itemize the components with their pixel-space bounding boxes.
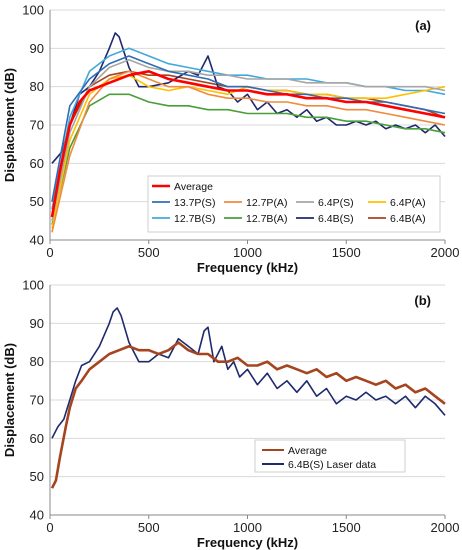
x-axis-label: Frequency (kHz) [197,535,298,550]
y-tick-label: 80 [30,79,44,94]
y-tick-label: 50 [30,194,44,209]
legend-label: 6.4B(S) [318,213,354,225]
legend-label: Average [174,181,213,193]
x-tick-label: 0 [46,520,53,535]
legend-label: 6.4P(S) [318,197,354,209]
legend-label: 6.4B(A) [390,213,426,225]
legend-label: 12.7P(A) [246,197,287,209]
x-tick-label: 1500 [332,520,361,535]
y-axis-label: Displacement (dB) [2,68,17,182]
y-tick-label: 40 [30,508,44,523]
x-tick-label: 500 [138,245,160,260]
y-tick-label: 40 [30,233,44,248]
x-tick-label: 1500 [332,245,361,260]
panel-label: (b) [414,293,431,308]
y-tick-label: 90 [30,316,44,331]
x-tick-label: 2000 [431,245,460,260]
y-tick-label: 90 [30,41,44,56]
y-tick-label: 60 [30,431,44,446]
x-tick-label: 1000 [233,245,262,260]
series-line-2 [51,70,446,233]
legend-box [147,175,441,233]
panel-label: (a) [415,18,431,33]
x-tick-label: 0 [46,245,53,260]
y-tick-label: 70 [30,118,44,133]
x-tick-label: 1000 [233,520,262,535]
series-line-1 [51,55,446,202]
legend-label: 6.4B(S) Laser data [288,459,376,471]
series-line-7 [51,32,446,164]
y-tick-label: 100 [22,278,44,293]
legend-label: 12.7B(A) [246,213,287,225]
series-line-1 [51,307,446,439]
series-line-0 [50,341,446,489]
y-tick-label: 60 [30,156,44,171]
legend-label: 6.4P(A) [390,197,426,209]
y-axis-label: Displacement (dB) [2,343,17,457]
x-tick-label: 2000 [431,520,460,535]
y-tick-label: 100 [22,3,44,18]
legend: Average 6.4B(S) Laser data [254,439,406,473]
legend-label: 13.7P(S) [174,197,215,209]
series-line-3 [51,59,446,221]
legend-label: 12.7B(S) [174,213,215,225]
x-tick-label: 500 [138,520,160,535]
series-line-6 [51,93,446,225]
x-axis-label: Frequency (kHz) [197,260,298,275]
series-line-0 [50,70,446,218]
y-tick-label: 80 [30,354,44,369]
y-tick-label: 50 [30,469,44,484]
legend-box [254,439,406,473]
legend-label: Average [288,445,327,457]
y-tick-label: 70 [30,393,44,408]
legend: Average 13.7P(S) 12.7P(A) 6.4P(S) 6.4P(A) 12.… [147,175,441,233]
